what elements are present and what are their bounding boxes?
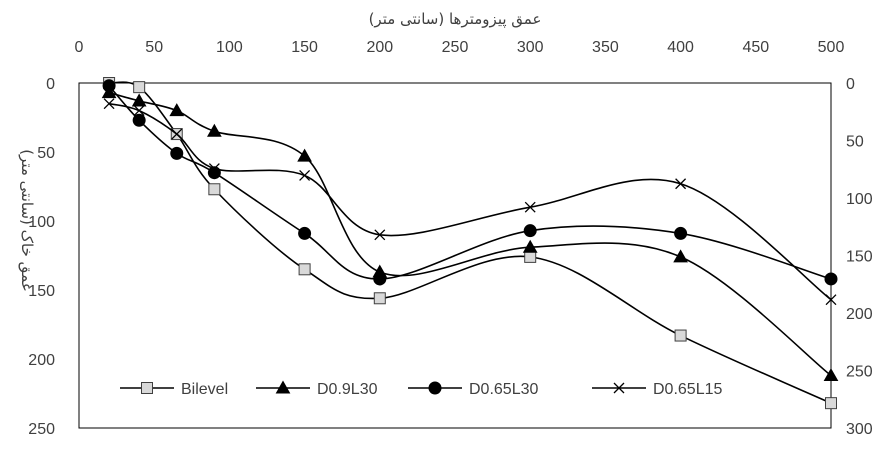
y-left-tick-label: 100 bbox=[28, 214, 55, 231]
legend-marker bbox=[275, 380, 291, 394]
x-tick-label: 100 bbox=[216, 39, 243, 56]
y-left-tick-label: 250 bbox=[28, 421, 55, 438]
x-tick-label: 450 bbox=[742, 39, 769, 56]
plot-border bbox=[78, 82, 832, 429]
y-right-tick-label: 150 bbox=[846, 249, 873, 266]
y-right-tick-label: 100 bbox=[846, 191, 873, 208]
legend-marker bbox=[141, 382, 153, 394]
legend-marker bbox=[613, 382, 625, 394]
data-point bbox=[298, 263, 311, 276]
data-point bbox=[673, 249, 688, 263]
x-tick-label: 350 bbox=[592, 39, 619, 56]
plot-area bbox=[78, 82, 832, 429]
series-line bbox=[108, 85, 832, 280]
data-point bbox=[171, 128, 183, 140]
legend-label: Bilevel bbox=[181, 381, 228, 398]
data-point bbox=[298, 226, 312, 240]
data-point bbox=[297, 148, 312, 162]
y-right-tick-label: 300 bbox=[846, 421, 873, 438]
x-tick-label: 250 bbox=[442, 39, 469, 56]
data-point bbox=[675, 178, 687, 190]
x-tick-label: 50 bbox=[145, 39, 163, 56]
legend-item: D0.65L30 bbox=[408, 381, 538, 398]
legend-item: D0.65L15 bbox=[592, 381, 722, 398]
x-axis-title: عمق پیزومترها (سانتی متر) bbox=[369, 10, 542, 29]
series-layer bbox=[101, 77, 839, 410]
data-point bbox=[133, 81, 146, 94]
legend: Bilevel D0.9L30 D0.65L30 D0.65L15 bbox=[120, 380, 722, 398]
x-tick-label: 300 bbox=[517, 39, 544, 56]
data-point bbox=[102, 79, 116, 93]
data-point bbox=[170, 146, 184, 160]
y-right-tick-label: 200 bbox=[846, 306, 873, 323]
axes: 0 50 100 150 200 250 300 350 400 450 5000501001502… bbox=[28, 39, 873, 438]
y-right-tick-label: 50 bbox=[846, 134, 864, 151]
series-d0-65l15 bbox=[103, 98, 837, 306]
data-point bbox=[825, 294, 837, 306]
x-tick-label: 0 bbox=[75, 39, 84, 56]
data-point bbox=[824, 272, 838, 286]
data-point bbox=[132, 113, 146, 127]
data-point bbox=[299, 170, 311, 181]
data-point bbox=[169, 103, 185, 117]
x-tick-label: 150 bbox=[291, 39, 318, 56]
legend-label: D0.9L30 bbox=[317, 381, 378, 398]
data-point bbox=[522, 239, 538, 253]
data-point bbox=[674, 226, 688, 240]
data-point bbox=[131, 93, 147, 107]
data-point bbox=[524, 250, 537, 263]
data-point bbox=[373, 292, 386, 305]
legend-label: D0.65L15 bbox=[653, 381, 722, 398]
y-left-tick-label: 0 bbox=[46, 76, 55, 93]
legend-marker bbox=[428, 381, 442, 395]
data-point bbox=[208, 163, 220, 175]
data-point bbox=[103, 98, 115, 110]
y-right-tick-label: 0 bbox=[846, 76, 855, 93]
y-left-tick-label: 50 bbox=[37, 145, 55, 162]
legend-label: D0.65L30 bbox=[469, 381, 538, 398]
series-line bbox=[108, 91, 832, 377]
data-point bbox=[523, 224, 537, 238]
data-point bbox=[133, 105, 145, 117]
x-tick-label: 200 bbox=[366, 39, 393, 56]
series-d0-9l30 bbox=[101, 85, 839, 382]
data-point bbox=[524, 201, 536, 213]
data-point bbox=[207, 123, 222, 137]
data-point bbox=[373, 272, 387, 286]
data-point bbox=[823, 368, 839, 382]
series-line bbox=[108, 81, 832, 404]
y-left-tick-label: 200 bbox=[28, 352, 55, 369]
data-point bbox=[374, 229, 386, 241]
data-point bbox=[825, 397, 837, 410]
data-point bbox=[674, 329, 687, 342]
y-axis-title: عمق خاک (سانتی متر) bbox=[18, 149, 36, 292]
data-point bbox=[208, 183, 221, 196]
series-d0-65l30 bbox=[102, 79, 838, 286]
y-left-tick-label: 150 bbox=[28, 283, 55, 300]
legend-item: D0.9L30 bbox=[256, 380, 378, 398]
y-right-tick-label: 250 bbox=[846, 364, 873, 381]
x-tick-label: 400 bbox=[667, 39, 694, 56]
x-tick-label: 500 bbox=[818, 39, 845, 56]
legend-item: Bilevel bbox=[120, 381, 228, 398]
